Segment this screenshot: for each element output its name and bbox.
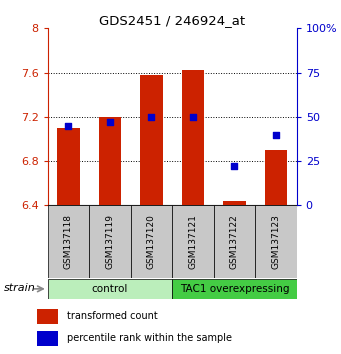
Bar xyxy=(131,205,172,278)
Bar xyxy=(48,205,89,278)
Bar xyxy=(57,128,80,205)
Bar xyxy=(214,205,255,278)
Point xyxy=(149,114,154,120)
Bar xyxy=(37,309,58,324)
Bar xyxy=(265,150,287,205)
Bar xyxy=(140,75,163,205)
Bar xyxy=(255,205,297,278)
Text: percentile rank within the sample: percentile rank within the sample xyxy=(67,333,232,343)
Text: GSM137122: GSM137122 xyxy=(230,214,239,269)
Text: transformed count: transformed count xyxy=(67,312,158,321)
Point xyxy=(66,123,71,129)
Text: TAC1 overexpressing: TAC1 overexpressing xyxy=(180,284,289,294)
Bar xyxy=(99,117,121,205)
Point xyxy=(107,119,113,125)
Text: GSM137120: GSM137120 xyxy=(147,214,156,269)
Bar xyxy=(89,205,131,278)
Point xyxy=(190,114,196,120)
Title: GDS2451 / 246924_at: GDS2451 / 246924_at xyxy=(99,14,245,27)
Text: control: control xyxy=(92,284,128,294)
Text: GSM137118: GSM137118 xyxy=(64,214,73,269)
Point xyxy=(273,132,279,137)
Text: GSM137119: GSM137119 xyxy=(105,214,115,269)
Bar xyxy=(223,201,246,205)
Text: strain: strain xyxy=(3,283,35,293)
Bar xyxy=(37,331,58,346)
Bar xyxy=(172,205,214,278)
Point xyxy=(232,164,237,169)
Bar xyxy=(181,70,204,205)
Text: GSM137123: GSM137123 xyxy=(271,214,280,269)
Bar xyxy=(172,279,297,299)
Bar xyxy=(48,279,172,299)
Text: GSM137121: GSM137121 xyxy=(189,214,197,269)
